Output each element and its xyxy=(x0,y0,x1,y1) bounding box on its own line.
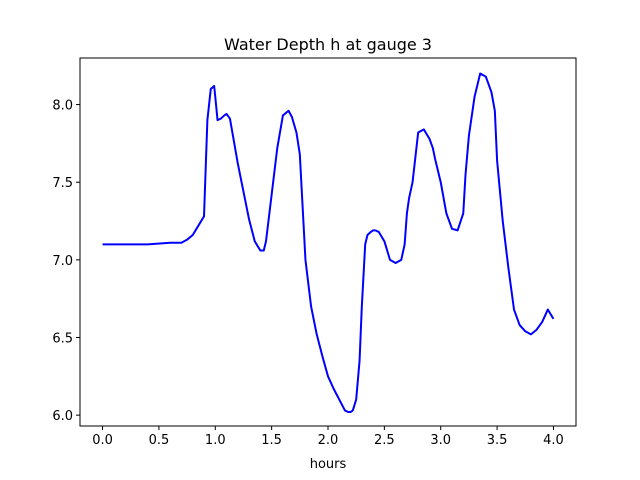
x-tick-label: 1.0 xyxy=(205,433,226,448)
x-tick-label: 0.5 xyxy=(149,433,170,448)
series-line-0 xyxy=(102,72,555,414)
x-tick-label: 0.0 xyxy=(92,433,113,448)
x-tick-label: 4.0 xyxy=(543,433,564,448)
x-tick-label: 2.5 xyxy=(374,433,395,448)
y-axis: 6.0 6.5 7.0 7.5 8.0 xyxy=(52,99,80,424)
x-tick-label: 3.0 xyxy=(430,433,451,448)
x-axis-label: hours xyxy=(310,457,347,472)
x-tick-label: 3.5 xyxy=(487,433,508,448)
y-tick-label: 6.5 xyxy=(52,331,73,346)
plot-area xyxy=(102,72,555,414)
y-tick-label: 7.0 xyxy=(52,254,73,269)
y-tick-label: 8.0 xyxy=(52,99,73,114)
y-tick-label: 7.5 xyxy=(52,176,73,191)
chart-title: Water Depth h at gauge 3 xyxy=(224,35,432,54)
y-tick-label: 6.0 xyxy=(52,409,73,424)
x-tick-label: 1.5 xyxy=(261,433,282,448)
x-axis: 0.0 0.5 1.0 1.5 2.0 2.5 3.0 3.5 4.0 xyxy=(92,426,564,448)
x-tick-label: 2.0 xyxy=(318,433,339,448)
